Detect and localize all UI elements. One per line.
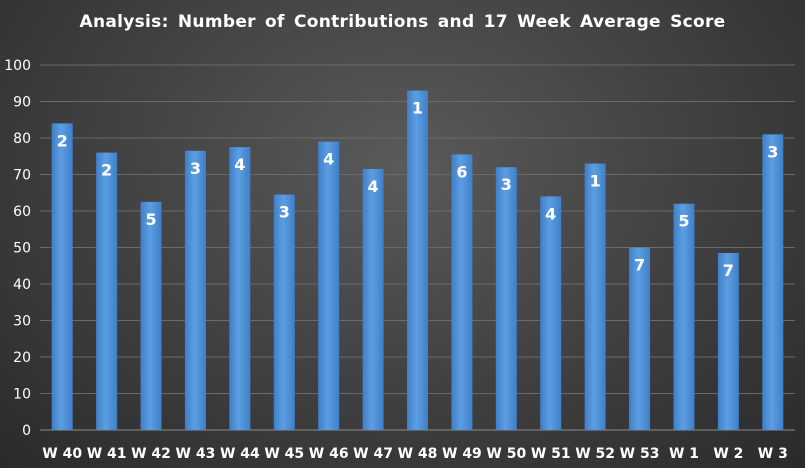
- data-label: 4: [234, 155, 245, 174]
- data-label: 4: [368, 177, 379, 196]
- x-tick-label: W 46: [309, 446, 349, 462]
- data-label: 1: [412, 99, 423, 118]
- chart-title: Analysis: Number of Contributions and 17…: [79, 12, 726, 32]
- data-label: 7: [723, 261, 734, 280]
- y-tick-label: 20: [13, 350, 31, 366]
- x-tick-label: W 40: [42, 446, 82, 462]
- x-tick-label: W 53: [620, 446, 660, 462]
- x-tick-label: W 50: [486, 446, 526, 462]
- bar: [673, 203, 695, 430]
- data-label: 3: [501, 175, 512, 194]
- bar: [407, 90, 428, 431]
- data-label: 5: [678, 212, 689, 231]
- bar: [96, 152, 118, 430]
- bar: [451, 154, 473, 431]
- x-tick-label: W 1: [669, 446, 699, 462]
- data-label: 5: [145, 210, 156, 229]
- x-tick-label: W 52: [575, 446, 615, 462]
- y-tick-label: 10: [13, 387, 31, 403]
- x-tick-label: W 42: [131, 446, 171, 462]
- x-tick-label: W 45: [264, 446, 304, 462]
- data-label: 6: [456, 162, 467, 181]
- y-tick-label: 60: [13, 204, 31, 220]
- y-tick-label: 90: [13, 95, 31, 111]
- bar: [629, 247, 651, 430]
- data-label: 1: [590, 172, 601, 191]
- data-label: 4: [545, 204, 556, 223]
- bar: [762, 134, 784, 430]
- x-tick-label: W 49: [442, 446, 482, 462]
- x-tick-label: W 41: [87, 446, 127, 462]
- x-tick-label: W 47: [353, 446, 393, 462]
- bar: [140, 201, 162, 430]
- x-tick-label: W 51: [531, 446, 571, 462]
- bar: [495, 167, 517, 430]
- y-tick-label: 40: [13, 277, 31, 293]
- bar: [318, 141, 340, 430]
- data-label: 3: [279, 203, 290, 222]
- y-tick-label: 80: [13, 131, 31, 147]
- y-tick-label: 70: [13, 168, 31, 184]
- x-tick-label: W 44: [220, 446, 260, 462]
- data-label: 4: [323, 150, 334, 169]
- bar: [273, 194, 295, 430]
- x-tick-label: W 3: [758, 446, 788, 462]
- data-label: 2: [57, 131, 68, 150]
- data-label: 7: [634, 256, 645, 275]
- y-tick-label: 0: [22, 423, 31, 439]
- bar: [584, 163, 606, 431]
- bar: [184, 150, 206, 430]
- data-label: 3: [190, 159, 201, 178]
- bar: [717, 252, 739, 430]
- y-tick-label: 100: [4, 58, 31, 74]
- bar: [362, 169, 384, 430]
- bar: [229, 147, 251, 430]
- y-tick-label: 30: [13, 314, 31, 330]
- bar: [51, 123, 73, 431]
- bar: [540, 196, 562, 430]
- x-tick-label: W 48: [398, 446, 438, 462]
- data-label: 2: [101, 161, 112, 180]
- y-tick-label: 50: [13, 241, 31, 257]
- x-tick-label: W 43: [176, 446, 216, 462]
- x-tick-label: W 2: [713, 446, 743, 462]
- data-label: 3: [767, 142, 778, 161]
